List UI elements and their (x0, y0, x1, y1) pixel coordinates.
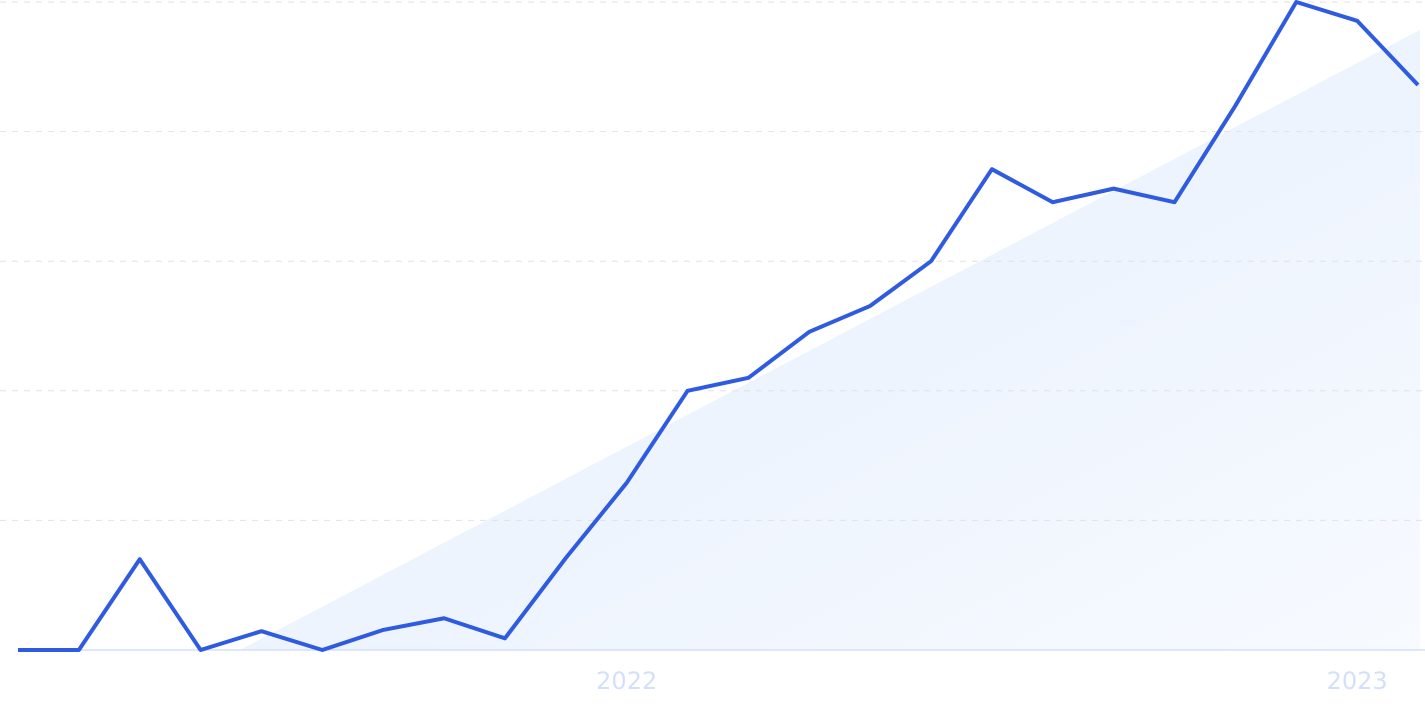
x-tick-label: 2023 (1327, 667, 1388, 695)
data-line (18, 0, 1420, 652)
x-tick-label: 2022 (596, 667, 657, 695)
trend-area (240, 30, 1420, 650)
